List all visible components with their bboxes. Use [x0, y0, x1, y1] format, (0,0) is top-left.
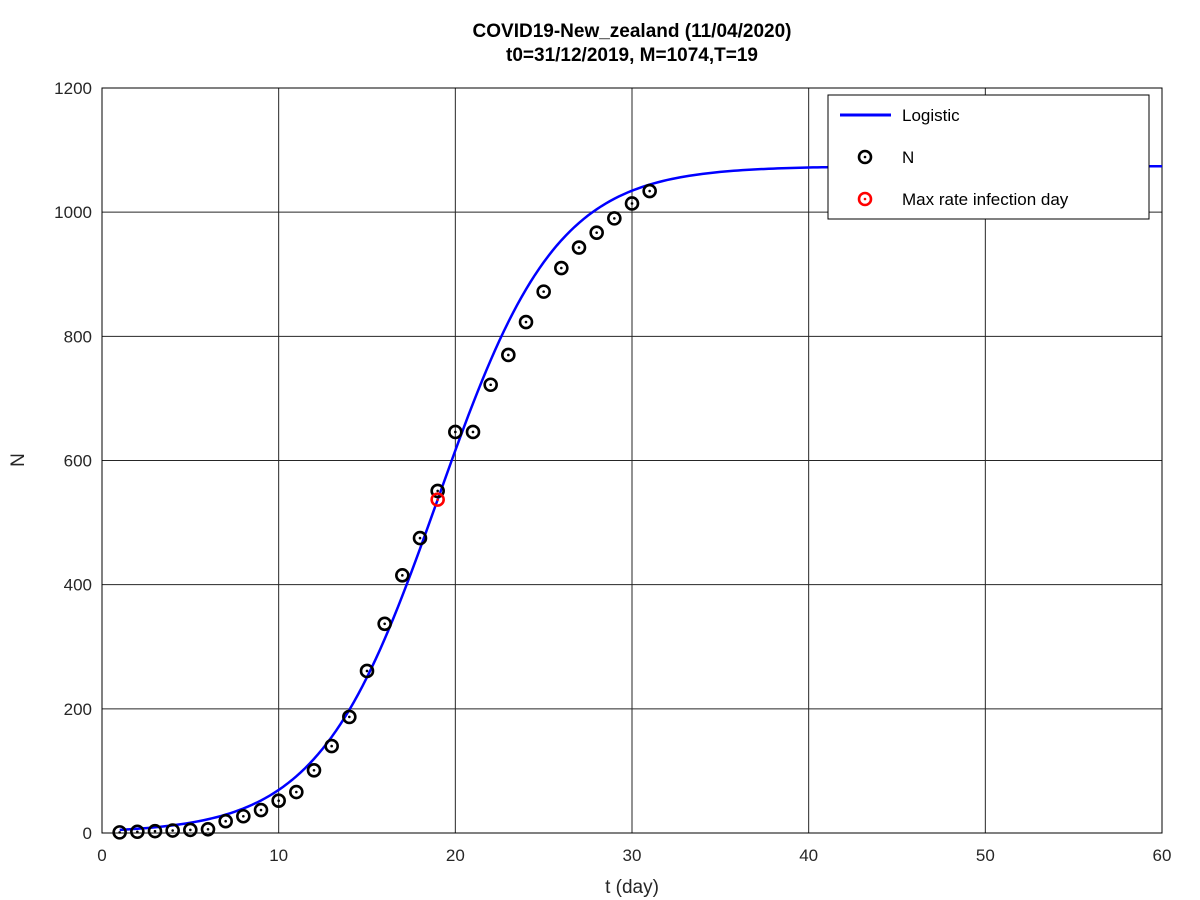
x-tick-label: 20 — [446, 846, 465, 865]
data-point — [607, 211, 622, 226]
x-axis: 0 10 20 30 40 50 60 — [97, 846, 1171, 865]
data-point — [448, 424, 463, 440]
data-point — [518, 314, 534, 330]
data-point — [130, 824, 145, 840]
data-point — [465, 424, 481, 440]
y-tick-label: 1200 — [54, 79, 92, 98]
data-point — [324, 738, 339, 754]
x-axis-label: t (day) — [605, 877, 659, 898]
y-tick-label: 200 — [64, 700, 92, 719]
data-point — [112, 825, 127, 840]
data-point — [589, 225, 604, 240]
data-point — [359, 663, 375, 679]
x-tick-label: 40 — [799, 846, 818, 865]
data-point — [412, 530, 428, 546]
data-point — [165, 823, 180, 838]
data-point — [624, 196, 640, 211]
data-point — [271, 793, 286, 809]
y-tick-label: 400 — [64, 576, 92, 595]
data-point — [536, 284, 551, 299]
x-tick-label: 60 — [1153, 846, 1172, 865]
chart-subtitle: t0=31/12/2019, M=1074,T=19 — [506, 45, 758, 66]
x-tick-label: 30 — [623, 846, 642, 865]
data-point — [253, 802, 269, 818]
legend-label-n: N — [902, 148, 914, 167]
data-point — [501, 347, 516, 363]
data-point — [236, 808, 251, 824]
data-point — [554, 260, 569, 276]
legend: Logistic N Max rate infection day — [827, 94, 1150, 220]
legend-swatch-n — [857, 149, 873, 165]
y-tick-label: 800 — [64, 327, 92, 346]
max-rate-point — [430, 492, 445, 507]
y-tick-label: 0 — [83, 824, 92, 843]
data-point — [430, 483, 445, 499]
legend-label-logistic: Logistic — [902, 106, 960, 125]
data-point — [183, 822, 198, 838]
y-tick-label: 1000 — [54, 203, 92, 222]
data-point — [483, 377, 498, 393]
data-point — [306, 762, 322, 778]
x-tick-label: 50 — [976, 846, 995, 865]
data-point — [289, 784, 304, 800]
plot-area-border — [101, 87, 1163, 834]
y-tick-label: 600 — [64, 452, 92, 471]
data-point — [200, 821, 216, 837]
x-tick-label: 0 — [97, 846, 106, 865]
data-point — [571, 240, 587, 255]
data-point — [377, 616, 392, 632]
legend-label-max-rate: Max rate infection day — [902, 190, 1069, 209]
data-point — [342, 709, 357, 725]
x-tick-label: 10 — [269, 846, 288, 865]
data-point — [642, 183, 657, 199]
data-point — [147, 823, 163, 839]
data-point — [395, 568, 410, 583]
data-point — [218, 813, 233, 829]
y-axis: 0 200 400 600 800 1000 1200 — [54, 79, 92, 843]
chart-title: COVID19-New_zealand (11/04/2020) — [473, 21, 792, 42]
legend-swatch-max-rate — [857, 191, 873, 207]
y-axis-label: N — [8, 453, 29, 467]
